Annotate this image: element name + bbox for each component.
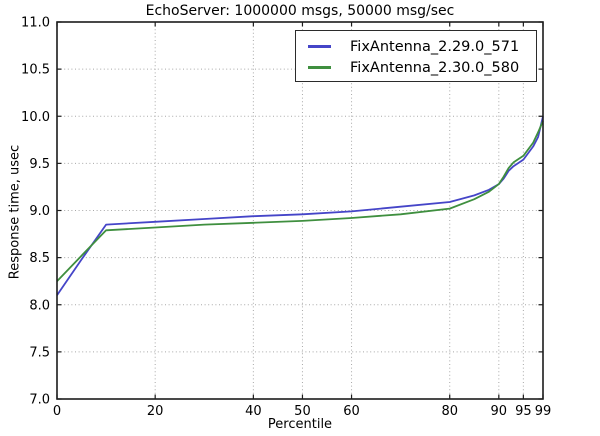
- y-tick-label: 8.0: [29, 298, 50, 313]
- y-tick-label: 11.0: [21, 16, 50, 31]
- x-tick-label: 50: [294, 404, 311, 419]
- x-tick-label: 60: [343, 404, 360, 419]
- series-line-0: [56, 116, 544, 296]
- x-tick-label: 80: [441, 404, 458, 419]
- x-tick-label: 20: [147, 404, 164, 419]
- y-tick-label: 7.0: [29, 393, 50, 408]
- x-tick-label: 95: [515, 404, 532, 419]
- y-tick-label: 9.0: [29, 204, 50, 219]
- x-tick-label: 0: [53, 404, 61, 419]
- legend-swatch-blue-line: [308, 45, 331, 48]
- y-tick-label: 7.5: [29, 345, 50, 360]
- legend-label: FixAntenna_2.30.0_580: [350, 59, 520, 76]
- x-axis-label: Percentile: [267, 417, 333, 432]
- legend: FixAntenna_2.29.0_571 FixAntenna_2.30.0_…: [295, 30, 537, 82]
- chart-title: EchoServer: 1000000 msgs, 50000 msg/sec: [145, 3, 455, 19]
- legend-item: FixAntenna_2.30.0_580: [296, 57, 536, 78]
- y-tick-label: 10.0: [21, 110, 50, 125]
- series-line-1: [56, 120, 544, 282]
- x-tick-label: 99: [535, 404, 552, 419]
- legend-item: FixAntenna_2.29.0_571: [296, 36, 536, 57]
- x-tick-label: 90: [491, 404, 508, 419]
- y-tick-label: 9.5: [29, 157, 50, 172]
- legend-label: FixAntenna_2.29.0_571: [350, 38, 520, 55]
- y-tick-label: 8.5: [29, 251, 50, 266]
- legend-swatch-green-line: [308, 66, 331, 69]
- y-axis-label: Response time, usec: [7, 144, 23, 280]
- y-tick-label: 10.5: [21, 63, 50, 78]
- x-tick-label: 40: [245, 404, 262, 419]
